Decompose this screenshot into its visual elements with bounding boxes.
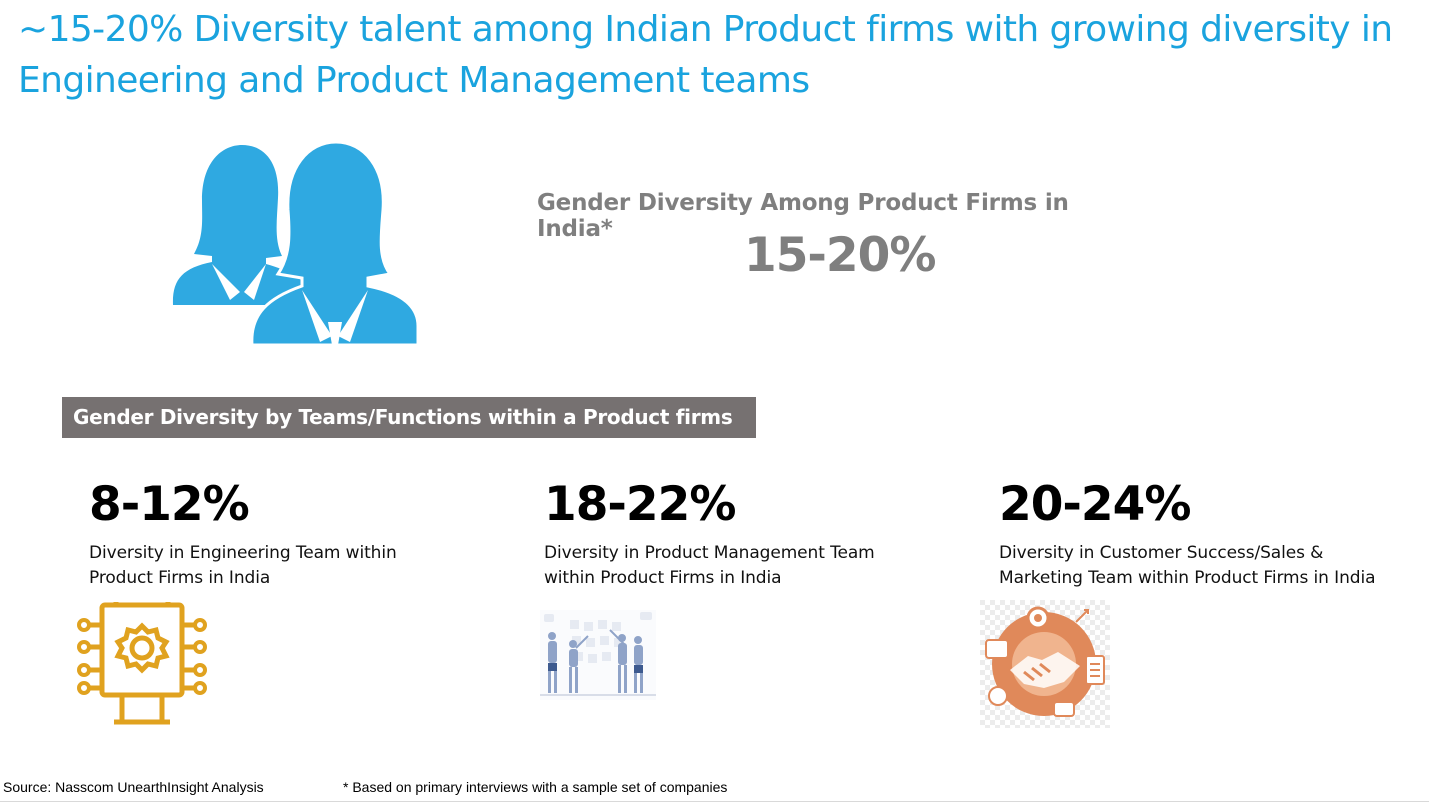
source-note: Source: Nasscom UnearthInsight Analysis (3, 779, 264, 795)
gear-chip-icon (77, 602, 207, 725)
women-group-icon (172, 140, 420, 347)
engineering-diversity-description: Diversity in Engineering Team within Pro… (89, 543, 397, 588)
bottom-divider (0, 801, 1429, 802)
section-heading-banner: Gender Diversity by Teams/Functions with… (62, 397, 756, 438)
overall-diversity-label: Gender Diversity Among Product Firms in … (537, 190, 1069, 242)
product-management-diversity-description: Diversity in Product Management Team wit… (544, 543, 875, 588)
customer-success-diversity-description: Diversity in Customer Success/Sales & Ma… (999, 543, 1376, 588)
slide-title: ~15-20% Diversity talent among Indian Pr… (18, 9, 1393, 101)
overall-diversity-value: 15-20% (744, 228, 936, 283)
team-planning-icon (540, 610, 656, 700)
customer-success-diversity-value: 20-24% (999, 477, 1191, 532)
engineering-diversity-value: 8-12% (89, 477, 250, 532)
footnote: * Based on primary interviews with a sam… (343, 779, 728, 795)
handshake-icon (980, 600, 1110, 728)
product-management-diversity-value: 18-22% (544, 477, 736, 532)
